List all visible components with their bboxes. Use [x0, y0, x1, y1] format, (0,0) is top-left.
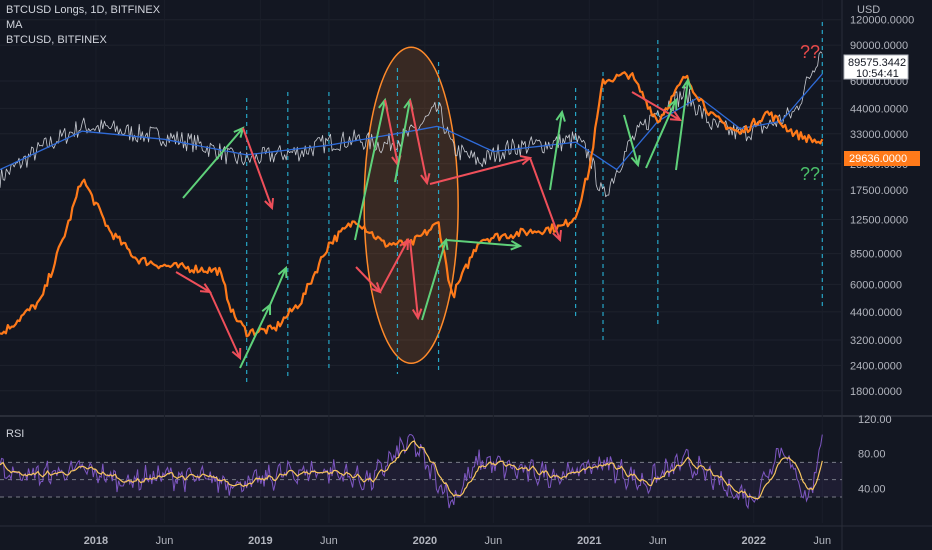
ma-legend[interactable]: MA	[6, 19, 23, 31]
trend-arrow	[645, 99, 677, 169]
trend-arrow-head	[231, 347, 242, 361]
x-tick-label: 2019	[248, 535, 272, 547]
highlight-ellipse	[363, 46, 459, 365]
trend-arrow	[549, 111, 563, 191]
x-tick-label: 2022	[742, 535, 766, 547]
trend-arrow	[355, 266, 381, 293]
x-tick-label: Jun	[485, 535, 503, 547]
y-tick-label: 6000.0000	[850, 279, 902, 291]
trend-arrow	[209, 291, 241, 359]
x-tick-label: Jun	[813, 535, 831, 547]
trend-arrow	[409, 239, 419, 319]
overlay-back	[246, 22, 823, 382]
trend-arrow-head	[555, 109, 566, 122]
rsi-pane	[0, 434, 842, 510]
y-tick-label: 44000.0000	[850, 103, 908, 115]
trend-arrow-head	[277, 265, 288, 279]
trend-arrow	[379, 239, 409, 293]
trend-arrow-head	[420, 173, 431, 186]
chart-title[interactable]: BTCUSD Longs, 1D, BITFINEX	[6, 4, 161, 16]
longs-series	[0, 71, 824, 338]
y-tick-label: 90000.0000	[850, 40, 908, 52]
trend-arrow	[242, 127, 273, 209]
trend-arrow	[445, 239, 521, 247]
trend-arrow-head	[411, 308, 423, 321]
trend-arrow	[409, 99, 428, 184]
trend-arrow	[384, 99, 399, 166]
y-tick-label: 2400.0000	[850, 360, 902, 372]
trend-arrow-head	[233, 126, 245, 138]
trend-arrow	[631, 91, 681, 121]
bottom-question-marks: ??	[800, 164, 820, 184]
y-tick-label: 8500.0000	[850, 249, 902, 261]
x-tick-label: 2018	[84, 535, 108, 547]
y-tick-label: 12500.0000	[850, 215, 908, 227]
trend-arrow	[175, 271, 211, 293]
trend-arrow-head	[510, 240, 523, 251]
trend-arrow-head	[667, 97, 678, 111]
trend-arrow	[675, 79, 689, 171]
price-tag-box	[843, 54, 909, 80]
price-tag-value: 89575.3442	[848, 57, 906, 69]
x-tick-label: 2020	[413, 535, 437, 547]
price-series	[0, 51, 823, 198]
trend-arrow	[239, 304, 271, 369]
trend-arrow	[529, 157, 561, 241]
x-tick-label: Jun	[156, 535, 174, 547]
currency-label: USD	[857, 4, 881, 16]
y-tick-label: 120000.0000	[850, 15, 914, 27]
trend-arrow-head	[630, 154, 641, 168]
rsi-legend[interactable]: RSI	[6, 428, 25, 440]
x-tick-label: Jun	[649, 535, 667, 547]
rsi-tick-label: 120.00	[858, 414, 892, 426]
trend-arrow	[623, 114, 639, 166]
overlay-front: ????	[175, 42, 820, 369]
top-question-marks: ??	[800, 42, 820, 62]
trend-arrow	[394, 99, 411, 183]
trend-arrow-head	[681, 77, 693, 90]
rsi-tick-label: 80.00	[858, 449, 886, 461]
price-tag-countdown: 10:54:41	[856, 68, 899, 80]
price-legend[interactable]: BTCUSD, BITFINEX	[6, 34, 107, 46]
y-tick-label: 4400.0000	[850, 307, 902, 319]
rsi-series	[0, 434, 823, 510]
trend-arrow	[429, 157, 531, 185]
trend-arrow	[182, 127, 244, 199]
x-tick-label: 2021	[577, 535, 601, 547]
y-tick-label: 17500.0000	[850, 185, 908, 197]
trend-arrow	[421, 239, 447, 321]
trend-arrow-head	[399, 237, 410, 251]
y-tick-label: 3200.0000	[850, 335, 902, 347]
rsi-tick-label: 40.00	[858, 483, 886, 495]
trend-arrow-head	[264, 197, 275, 211]
trend-arrow-head	[669, 111, 682, 122]
y-tick-label: 1800.0000	[850, 386, 902, 398]
y-tick-label: 33000.0000	[850, 129, 908, 141]
longs-tag-box	[844, 151, 920, 166]
x-tick-label: Jun	[320, 535, 338, 547]
trend-arrow-head	[552, 229, 562, 243]
trend-arrow	[269, 267, 287, 306]
trend-arrow	[354, 99, 386, 241]
rsi-ma-series	[0, 440, 823, 500]
longs-tag-value: 29636.0000	[849, 153, 907, 165]
